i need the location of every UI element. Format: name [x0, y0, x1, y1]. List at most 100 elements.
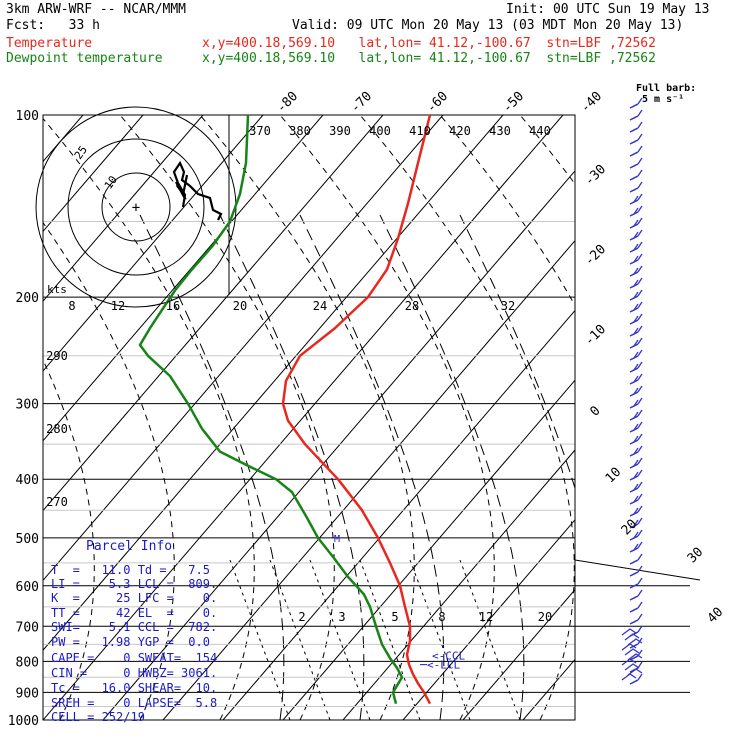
wind-barb: [629, 505, 643, 517]
hodo-speed-label: 8: [68, 299, 75, 313]
wind-barb: [627, 653, 643, 661]
wind-barb: [629, 385, 643, 397]
barb-flag: [637, 577, 643, 585]
barb-flag: [633, 459, 639, 467]
hodo-center-plus: +: [132, 200, 140, 216]
parcel-info-row: Tc = 16.0 SHEAR= 10.: [51, 681, 218, 695]
barb-flag: [637, 241, 643, 249]
isotherm: [43, 115, 444, 582]
temperature-legend: Temperature: [6, 36, 93, 51]
wind-barb: [629, 121, 643, 133]
wind-barb: [629, 469, 643, 481]
barb-flag: [637, 289, 643, 297]
dry-adiabat: [43, 117, 255, 720]
barb-flag: [633, 255, 639, 263]
theta-label: 390: [329, 124, 351, 138]
barb-flag: [633, 435, 639, 443]
barb-staff: [629, 139, 639, 145]
barb-flag: [633, 219, 639, 227]
barb-flag: [633, 315, 639, 323]
dry-adiabat: [0, 115, 14, 720]
pressure-tick-label: 100: [16, 109, 39, 124]
valid-time: Valid: 09 UTC Mon 20 May 13 (03 MDT Mon …: [292, 18, 684, 33]
dry-adiabat: [519, 115, 575, 185]
isotherm-label: -40: [578, 89, 605, 116]
wind-barb: [629, 301, 643, 313]
barb-flag: [633, 531, 639, 539]
theta-label: 410: [409, 124, 431, 138]
isotherm-label: 0: [587, 403, 603, 419]
barb-flag: [637, 613, 643, 621]
barb-flag: [633, 483, 639, 491]
init-time: Init: 00 UTC Sun 19 May 13: [506, 2, 710, 17]
dewpoint-line: [138, 114, 404, 705]
wind-barb: [629, 565, 643, 577]
model-title: 3km ARW-WRF -- NCAR/MMM: [6, 2, 187, 17]
plot-frame: [42, 114, 576, 721]
barb-flag: [633, 327, 639, 335]
isotherm: [43, 115, 564, 720]
isotherm: [43, 115, 384, 512]
wind-barb: [629, 289, 643, 301]
ccl-marker: <-CCL: [432, 649, 465, 662]
isotherm: [462, 588, 575, 720]
barb-flag: [633, 375, 639, 383]
wind-barb: [629, 529, 643, 541]
barb-flag: [637, 109, 643, 117]
barb-flag: [637, 205, 643, 213]
barb-key-title: Full barb:: [636, 83, 697, 94]
wind-barb: [629, 205, 643, 217]
wind-barb: [627, 638, 643, 646]
mixing-ratio-line: [409, 559, 471, 720]
mixing-ratio-label: 3: [338, 610, 345, 624]
dry-adiabat: [199, 115, 415, 720]
barb-flag: [637, 217, 643, 225]
temperature-line: [281, 114, 432, 705]
pressure-tick-label: 900: [16, 686, 39, 701]
isotherm-label: -80: [274, 89, 301, 116]
barb-flag: [633, 195, 639, 203]
barb-staff: [629, 163, 639, 169]
wind-barb: [629, 373, 643, 385]
pressure-tick-label: 300: [16, 398, 39, 413]
pressure-tick-label: 600: [16, 580, 39, 595]
hodo-trace-loop: [175, 174, 189, 199]
isotherm-label: 20: [619, 517, 641, 539]
barb-flag: [637, 265, 643, 273]
barb-flag: [637, 145, 643, 153]
barb-flag: [637, 601, 643, 609]
wind-barb: [629, 241, 643, 253]
wind-barb: [629, 421, 643, 433]
chart-series: [138, 114, 432, 705]
isotherm: [43, 115, 204, 302]
wind-barb: [629, 277, 643, 289]
wind-barb: [629, 145, 643, 157]
lcl-marker: <-LCL: [427, 659, 460, 672]
theta-label-left: 280: [46, 422, 68, 436]
wind-barb: [629, 325, 643, 337]
isotherm-label: 30: [685, 545, 707, 567]
barb-flag: [637, 433, 643, 441]
isotherm-label: -50: [500, 89, 527, 116]
isotherm: [43, 115, 324, 442]
wind-barb: [624, 633, 640, 641]
wind-barb: [629, 313, 643, 325]
wind-barb: [629, 481, 643, 493]
wind-barb: [629, 349, 643, 361]
pressure-tick-label: 700: [16, 620, 39, 635]
barb-flag: [633, 495, 639, 503]
barb-flag: [633, 267, 639, 275]
hodo-speed-label: 16: [166, 299, 180, 313]
wind-barb: [629, 361, 643, 373]
barb-flag: [633, 291, 639, 299]
isotherm: [583, 115, 740, 720]
isotherm-label: 10: [603, 465, 625, 487]
pressure-tick-label: 200: [16, 291, 39, 306]
isotherm: [102, 170, 575, 720]
wind-barb: [629, 157, 643, 169]
barb-flag: [637, 133, 643, 141]
barb-flag: [637, 121, 643, 129]
hodo-speed-label: 32: [501, 299, 515, 313]
